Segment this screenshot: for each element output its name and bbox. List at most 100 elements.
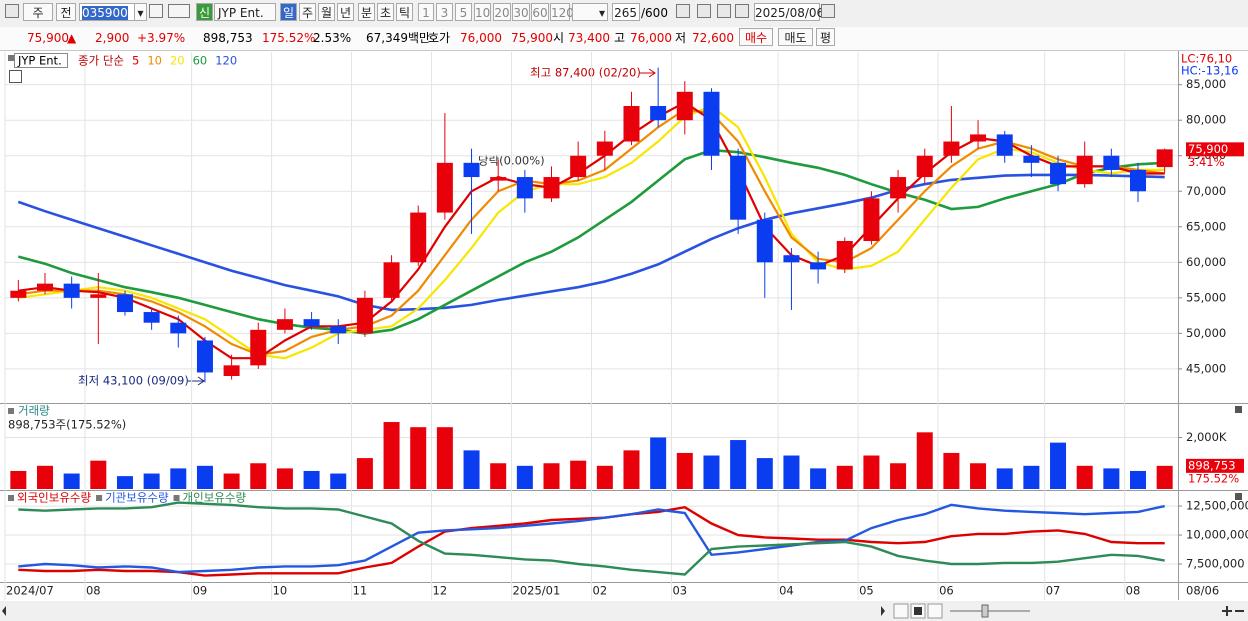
count-input[interactable]: 265 [612,3,640,21]
nav-button[interactable] [893,603,909,619]
legend-icon [173,495,180,501]
volume-bar [623,450,640,489]
volume-bar [543,463,560,489]
code-dropdown[interactable]: ▾ [134,3,147,21]
interval-button[interactable]: 10 [474,3,491,21]
candle-body [116,294,133,313]
legend-entry: 5 [132,54,139,68]
high-label: 고 [614,31,626,45]
scroll-right[interactable] [881,606,885,616]
interval-button[interactable]: 20 [493,3,511,21]
volume-bar [516,465,533,489]
period-button[interactable]: 일 [280,3,297,21]
stock-name: JYP Ent. [17,54,62,68]
nav-button[interactable] [927,603,943,619]
date-input[interactable]: 2025/08/06 [754,3,824,21]
avg-button[interactable]: 평 [816,28,835,46]
market-select[interactable]: 주 [23,3,53,21]
y-tick-label: 80,000 [1186,113,1226,127]
period-button[interactable]: 월 [318,3,335,21]
y-tick-label: 85,000 [1186,77,1226,91]
sell-button[interactable]: 매도 [778,28,813,46]
holding-line [18,501,1165,576]
lc-label: LC:76,10 [1181,52,1232,66]
candle-body [916,155,933,178]
candle-body [223,365,240,376]
scroll-left[interactable] [2,606,6,616]
tool-icon[interactable] [676,4,690,18]
candle-body [63,283,80,298]
y-tick-label: 10,000,000 [1186,528,1248,542]
candle-body [810,262,827,270]
pane-close[interactable] [1235,406,1242,413]
volume-bar [143,473,160,489]
y-tick-label: 60,000 [1186,255,1226,269]
candle-body [356,297,373,334]
high-arrow [640,68,656,78]
legend-entry: 외국인보유수량 [17,491,91,505]
candle-body [410,212,427,263]
custom-dropdown[interactable]: ▾ [572,3,608,21]
tool-icon[interactable] [697,4,711,18]
period-button[interactable]: 초 [377,3,394,21]
candle-body [436,162,453,213]
menu-icon[interactable] [5,4,19,18]
bid: 75,900 [511,31,553,45]
low-annotation: 최저 43,100 (09/09) [78,374,189,388]
legend-icon [8,495,14,501]
volume-subtitle: 898,753주(175.52%) [8,418,126,432]
search-icon[interactable] [149,4,163,18]
legend-icon [8,408,14,414]
legend-entry: 개인보유수량 [183,491,247,505]
period-button[interactable]: 년 [337,3,354,21]
x-tick-label: 08 [1126,584,1141,598]
period-button[interactable]: 분 [358,3,375,21]
calendar-icon[interactable] [821,4,835,18]
volume-bar [303,470,320,489]
volume-bar [90,460,107,489]
x-tick-label: 11 [353,584,368,598]
x-tick-label: 09 [193,584,208,598]
y-tick-label: 45,000 [1186,361,1226,375]
last-price-box [1186,142,1244,157]
price: 75,900 [27,31,69,45]
period-button[interactable]: 주 [299,3,316,21]
volume-title: 거래량 [18,404,50,418]
x-tick-label: 12 [433,584,448,598]
low-label: 저 [675,31,687,45]
interval-button[interactable]: 60 [531,3,549,21]
volume-bar [703,455,720,489]
sound-icon[interactable] [168,4,190,18]
x-tick-label: 05 [859,584,874,598]
pane-close[interactable] [1235,493,1242,500]
scope-button[interactable]: 전 [56,3,76,21]
interval-button[interactable]: 30 [512,3,530,21]
zoom-buttons[interactable] [1222,606,1244,616]
volume-bar [36,465,53,489]
interval-button[interactable]: 1 [418,3,434,21]
x-tick-label: 03 [672,584,687,598]
buy-button[interactable]: 매수 [739,28,773,46]
volume-bar [330,473,347,489]
code-input[interactable]: 035900 [79,3,135,21]
volume: 898,753 [203,31,253,45]
volume-bar [276,468,293,489]
scrollbar[interactable] [0,601,1248,621]
candle-body [996,134,1013,156]
table-icon [9,70,22,83]
period-button[interactable]: 틱 [396,3,413,21]
interval-button[interactable]: 3 [436,3,453,21]
save-icon[interactable] [717,4,731,18]
x-tick-label: 2025/01 [513,584,561,598]
interval-button[interactable]: 5 [455,3,472,21]
candle-body [543,177,560,199]
candle-body [650,106,667,121]
candle-body [756,219,773,263]
code-text: 035900 [82,6,128,20]
interval-button[interactable]: 120 [550,3,574,21]
candle-body [890,177,907,199]
candle-body [330,326,347,334]
settings-icon[interactable] [735,4,749,18]
zoom-thumb[interactable] [981,604,989,618]
